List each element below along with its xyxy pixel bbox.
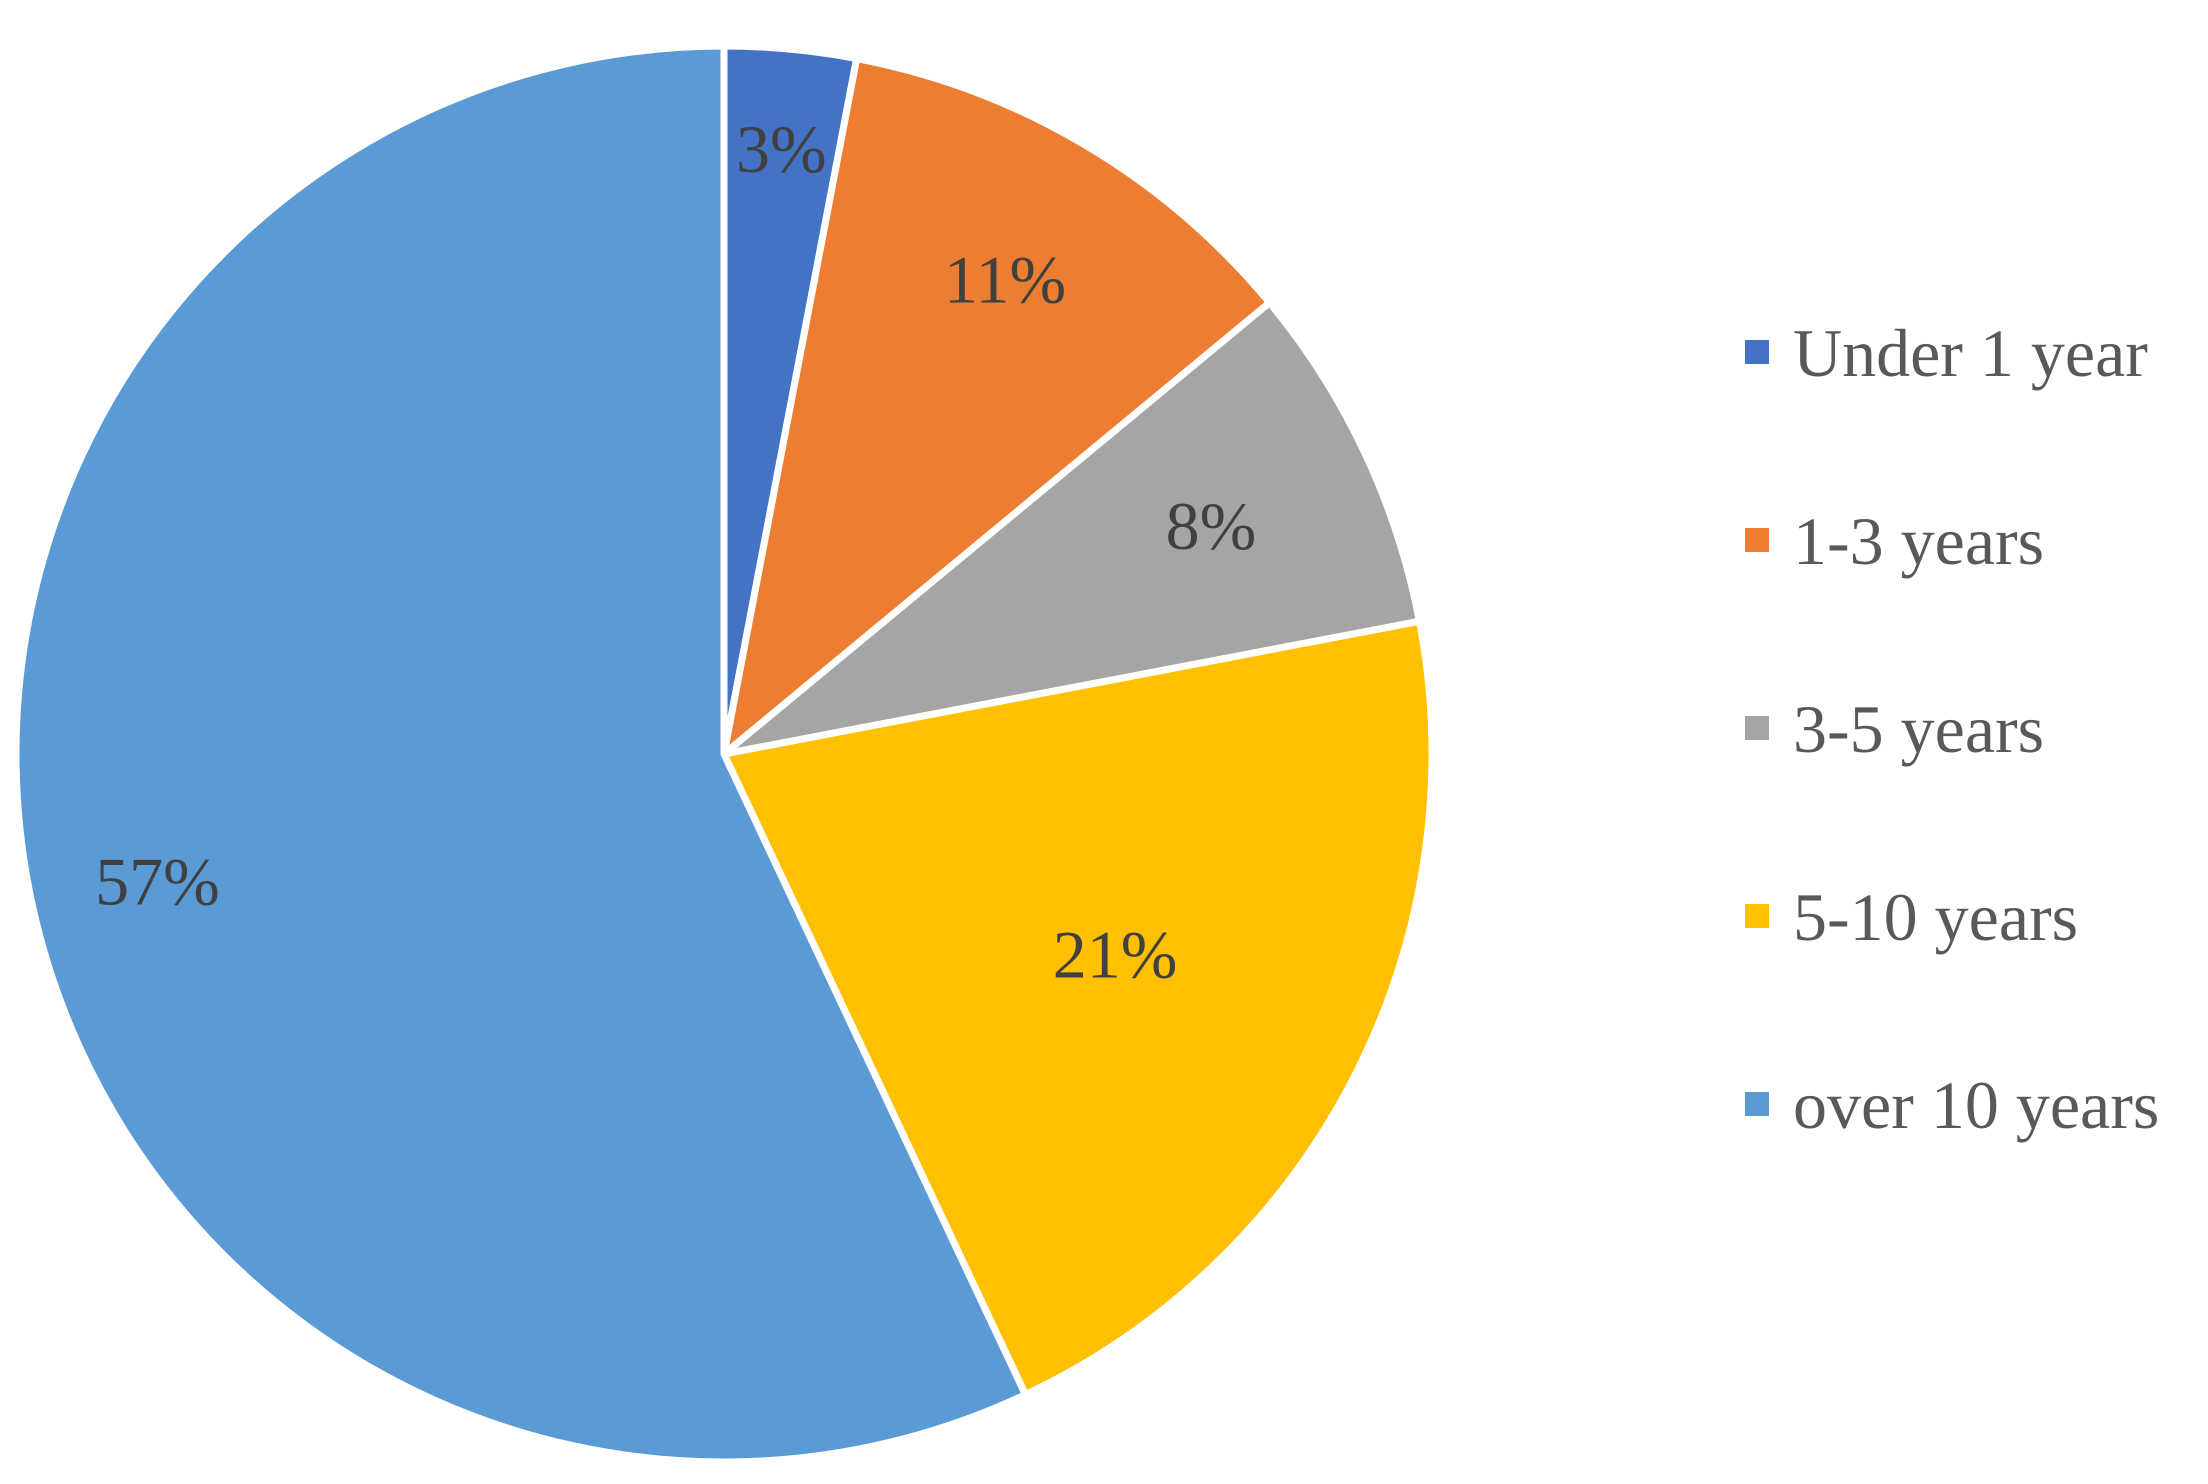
data-label-5-10-years: 21% xyxy=(1053,916,1178,992)
legend-label-1-3-years: 1-3 years xyxy=(1793,503,2044,579)
data-label-3-5-years: 8% xyxy=(1166,488,1257,564)
pie-slice-3-5-years xyxy=(720,299,1423,758)
legend-label-under-1-year: Under 1 year xyxy=(1793,315,2148,391)
pie-slices xyxy=(12,42,1436,1466)
data-label-over-10-years: 57% xyxy=(95,844,220,920)
data-label-1-3-years: 11% xyxy=(944,242,1066,318)
pie-slice-1-3-years xyxy=(720,55,1274,758)
legend-swatch-over-10-years xyxy=(1745,1092,1769,1116)
legend-label-over-10-years: over 10 years xyxy=(1793,1067,2159,1143)
legend-swatch-under-1-year xyxy=(1745,340,1769,364)
legend-swatch-1-3-years xyxy=(1745,528,1769,552)
data-label-under-1-year: 3% xyxy=(736,111,827,187)
legend-label-3-5-years: 3-5 years xyxy=(1793,691,2044,767)
legend-label-5-10-years: 5-10 years xyxy=(1793,879,2078,955)
pie-slice-5-10-years xyxy=(720,617,1436,1399)
legend-swatch-5-10-years xyxy=(1745,904,1769,928)
legend-swatch-3-5-years xyxy=(1745,716,1769,740)
chart-legend: Under 1 year 1-3 years 3-5 years 5-10 years… xyxy=(1745,315,2159,1143)
pie-slice-over-10-years xyxy=(12,42,1029,1466)
pie-data-labels: 3% 11% 8% 21% 57% xyxy=(95,111,1257,992)
